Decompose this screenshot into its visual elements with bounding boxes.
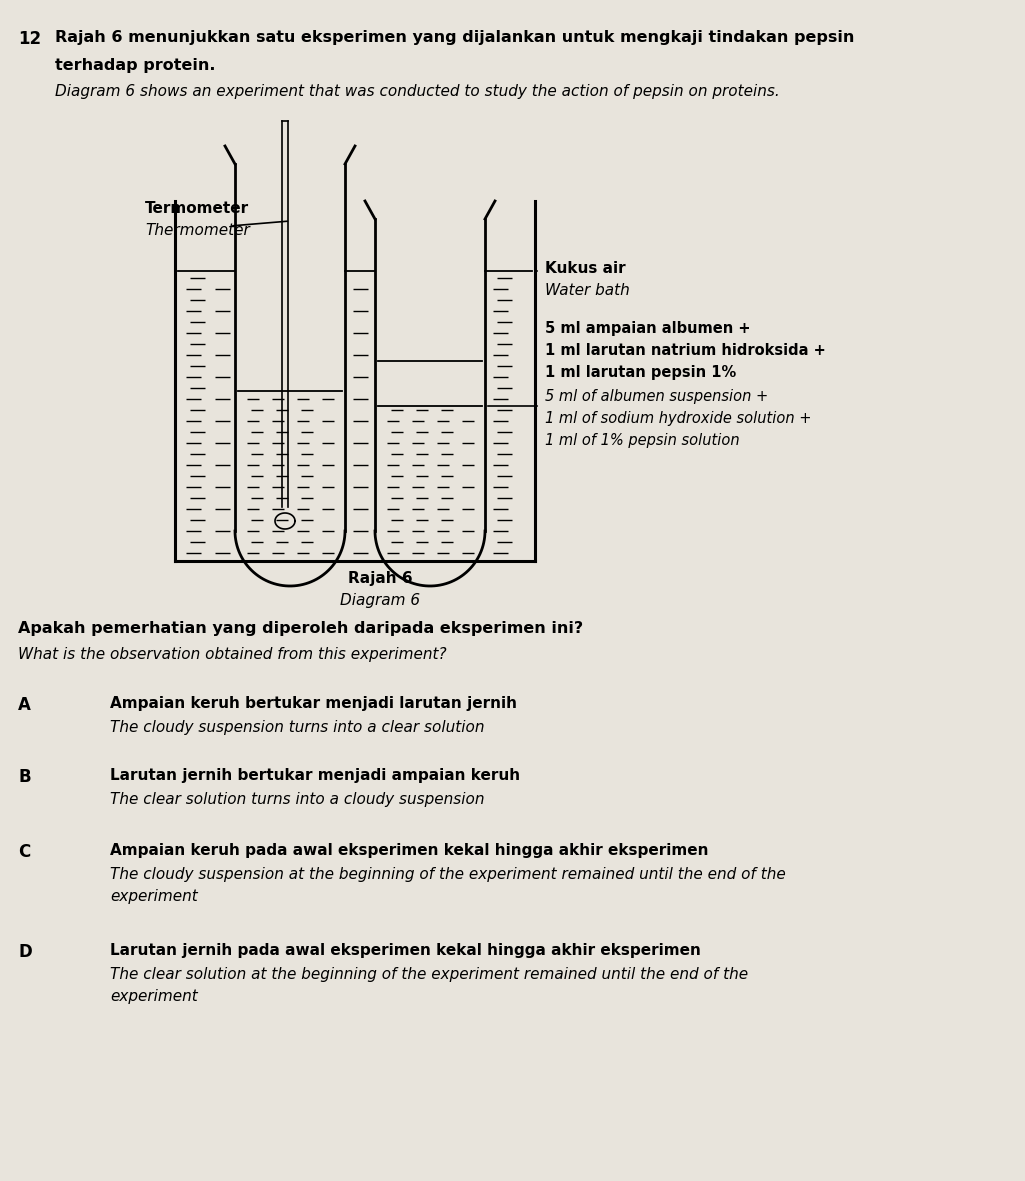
Text: Larutan jernih pada awal eksperimen kekal hingga akhir eksperimen: Larutan jernih pada awal eksperimen keka… [110, 942, 701, 958]
Text: 5 ml ampaian albumen +: 5 ml ampaian albumen + [545, 321, 750, 337]
Text: B: B [18, 768, 31, 787]
Text: Termometer: Termometer [145, 201, 249, 216]
Text: experiment: experiment [110, 889, 198, 903]
Text: The cloudy suspension at the beginning of the experiment remained until the end : The cloudy suspension at the beginning o… [110, 867, 786, 882]
Text: Thermometer: Thermometer [145, 223, 250, 239]
Text: Larutan jernih bertukar menjadi ampaian keruh: Larutan jernih bertukar menjadi ampaian … [110, 768, 520, 783]
Text: Ampaian keruh pada awal eksperimen kekal hingga akhir eksperimen: Ampaian keruh pada awal eksperimen kekal… [110, 843, 708, 859]
Text: Rajah 6 menunjukkan satu eksperimen yang dijalankan untuk mengkaji tindakan peps: Rajah 6 menunjukkan satu eksperimen yang… [55, 30, 855, 45]
Text: What is the observation obtained from this experiment?: What is the observation obtained from th… [18, 647, 447, 663]
Text: C: C [18, 843, 31, 861]
Text: 12: 12 [18, 30, 41, 48]
Text: 1 ml of sodium hydroxide solution +: 1 ml of sodium hydroxide solution + [545, 411, 812, 426]
Text: 1 ml larutan natrium hidroksida +: 1 ml larutan natrium hidroksida + [545, 342, 826, 358]
Text: Apakah pemerhatian yang diperoleh daripada eksperimen ini?: Apakah pemerhatian yang diperoleh daripa… [18, 621, 583, 637]
Text: experiment: experiment [110, 988, 198, 1004]
Text: A: A [18, 696, 31, 715]
Text: 5 ml of albumen suspension +: 5 ml of albumen suspension + [545, 389, 769, 404]
Text: D: D [18, 942, 32, 961]
Text: 1 ml larutan pepsin 1%: 1 ml larutan pepsin 1% [545, 365, 736, 380]
Text: Water bath: Water bath [545, 283, 629, 298]
Text: Diagram 6 shows an experiment that was conducted to study the action of pepsin o: Diagram 6 shows an experiment that was c… [55, 84, 780, 99]
Text: The clear solution turns into a cloudy suspension: The clear solution turns into a cloudy s… [110, 792, 485, 807]
Text: terhadap protein.: terhadap protein. [55, 58, 215, 73]
Text: The clear solution at the beginning of the experiment remained until the end of : The clear solution at the beginning of t… [110, 967, 748, 981]
Text: Ampaian keruh bertukar menjadi larutan jernih: Ampaian keruh bertukar menjadi larutan j… [110, 696, 517, 711]
Text: The cloudy suspension turns into a clear solution: The cloudy suspension turns into a clear… [110, 720, 485, 735]
Text: Kukus air: Kukus air [545, 261, 625, 276]
Text: 1 ml of 1% pepsin solution: 1 ml of 1% pepsin solution [545, 433, 740, 448]
Text: Rajah 6: Rajah 6 [347, 570, 412, 586]
Text: Diagram 6: Diagram 6 [340, 593, 420, 608]
